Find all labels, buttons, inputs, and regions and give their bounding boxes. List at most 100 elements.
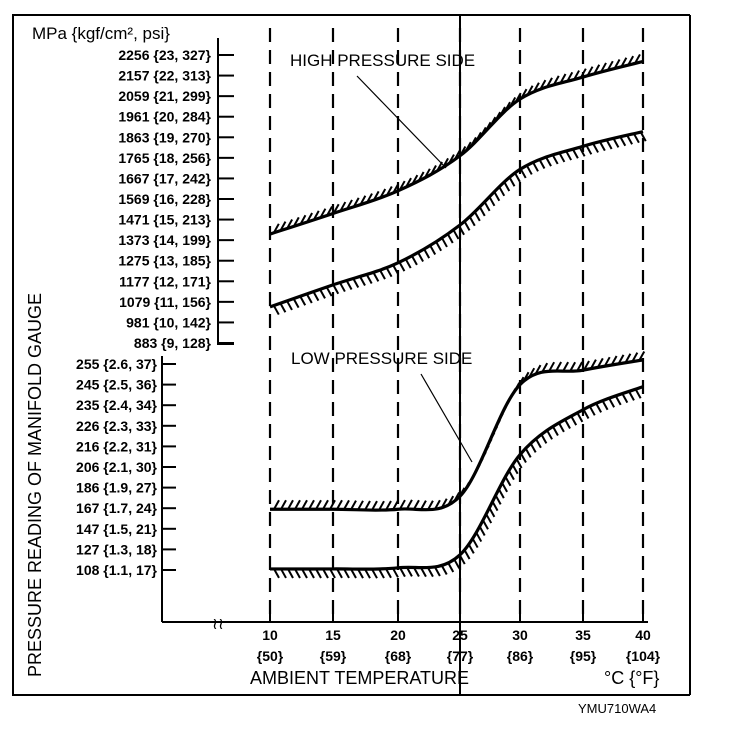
hatch-mark: [488, 507, 496, 518]
hatch-mark: [430, 164, 437, 175]
hatch-mark: [359, 276, 366, 286]
hatch-mark: [357, 500, 364, 511]
hatch-mark: [501, 482, 508, 493]
hatch-mark: [286, 300, 293, 311]
hatch-mark: [497, 488, 505, 499]
hatch-mark: [322, 499, 329, 510]
hatch-mark: [608, 397, 615, 408]
hatch-mark: [639, 131, 647, 142]
hatch-mark: [503, 181, 511, 192]
hatch-mark: [329, 568, 336, 579]
hatch-mark: [624, 353, 632, 364]
hatch-mark: [478, 525, 486, 536]
hatch-mark: [294, 499, 301, 510]
hatch-mark: [493, 191, 501, 202]
hatch-mark: [588, 405, 596, 416]
hatch-mark: [634, 388, 642, 399]
hatch-mark: [378, 500, 385, 511]
hatch-mark: [585, 144, 593, 155]
hatch-mark: [423, 248, 431, 259]
x-tick-label-c: 20: [390, 627, 406, 643]
hatch-mark: [301, 499, 308, 510]
hatch-mark: [406, 499, 413, 510]
hatch-mark: [366, 193, 373, 204]
hatch-mark: [562, 361, 570, 372]
hatch-mark: [299, 214, 307, 225]
hatch-mark: [371, 568, 378, 579]
hatch-mark: [385, 186, 393, 197]
hatch-mark: [364, 568, 371, 579]
hatch-mark: [326, 205, 333, 216]
hatch-mark: [272, 223, 280, 234]
hatch-mark: [420, 500, 427, 511]
hatch-mark: [385, 568, 392, 579]
hatch-mark: [294, 568, 301, 579]
hatch-mark: [299, 295, 307, 306]
hatch-mark: [555, 361, 563, 372]
hatch-mark: [583, 360, 590, 371]
hatch-mark: [336, 568, 343, 579]
hatch-mark: [627, 55, 635, 66]
hatch-mark: [529, 442, 537, 453]
hatch-mark: [312, 291, 320, 302]
hatch-mark: [346, 199, 353, 210]
low-axis-tick-label: 206 {2.1, 30}: [76, 459, 158, 475]
hatch-mark: [606, 60, 614, 71]
hatch-mark: [399, 499, 406, 510]
hatch-mark: [458, 554, 466, 565]
low-axis-tick-label: 235 {2.4, 34}: [76, 397, 158, 413]
hatch-mark: [619, 136, 627, 147]
hatch-mark: [365, 273, 373, 284]
low-axis-tick-label: 127 {1.3, 18}: [76, 541, 158, 557]
hatch-mark: [372, 190, 380, 201]
unit-title: MPa {kgf/cm², psi}: [32, 24, 170, 43]
hatch-mark: [372, 271, 380, 282]
hatch-mark: [379, 188, 387, 199]
hatch-mark: [308, 499, 315, 510]
hatch-mark: [586, 66, 594, 77]
hatch-mark: [458, 225, 465, 236]
hatch-mark: [359, 195, 367, 206]
hatch-mark: [573, 70, 580, 81]
hatch-mark: [315, 499, 322, 510]
hatch-mark: [467, 543, 475, 554]
low-axis-tick-label: 255 {2.6, 37}: [76, 356, 158, 372]
hatch-mark: [417, 171, 425, 182]
hatch-mark: [405, 177, 412, 188]
hatch-mark: [441, 237, 448, 248]
hatch-mark: [548, 361, 556, 372]
hatch-mark: [345, 280, 353, 290]
hatch-mark: [379, 269, 386, 280]
low-axis-tick-label: 167 {1.7, 24}: [76, 500, 158, 516]
hatch-mark: [592, 142, 599, 153]
hatch-mark: [593, 64, 601, 75]
hatch-mark: [399, 567, 406, 578]
hatch-mark: [535, 438, 542, 449]
high-axis-tick-label: 1765 {18, 256}: [118, 150, 211, 166]
hatch-mark: [499, 106, 506, 117]
hatch-mark: [534, 364, 542, 375]
hatch-mark: [601, 400, 609, 411]
x-tick-label-f: {95}: [570, 648, 597, 664]
hatch-mark: [540, 433, 548, 444]
high-axis-tick-label: 1373 {14, 199}: [118, 232, 211, 248]
low-axis-tick-label: 245 {2.5, 36}: [76, 377, 158, 393]
hatch-mark: [610, 355, 618, 366]
hatch-mark: [392, 500, 399, 511]
hatch-mark: [413, 499, 420, 510]
hatch-mark: [614, 395, 622, 406]
hatch-mark: [292, 298, 300, 309]
hatch-mark: [570, 415, 578, 426]
hatch-mark: [452, 229, 460, 240]
hatch-mark: [498, 186, 506, 197]
hatch-mark: [579, 68, 587, 79]
hatch-mark: [413, 566, 420, 577]
hatch-mark: [435, 241, 442, 252]
hatch-mark: [332, 284, 340, 295]
high-axis-tick-label: 1667 {17, 242}: [118, 170, 211, 186]
high-axis-tick-label: 981 {10, 142}: [126, 314, 211, 330]
hatch-mark: [590, 359, 597, 370]
x-tick-label-f: {104}: [626, 648, 661, 664]
series-low-up: [269, 351, 646, 512]
hatch-mark: [533, 82, 540, 93]
